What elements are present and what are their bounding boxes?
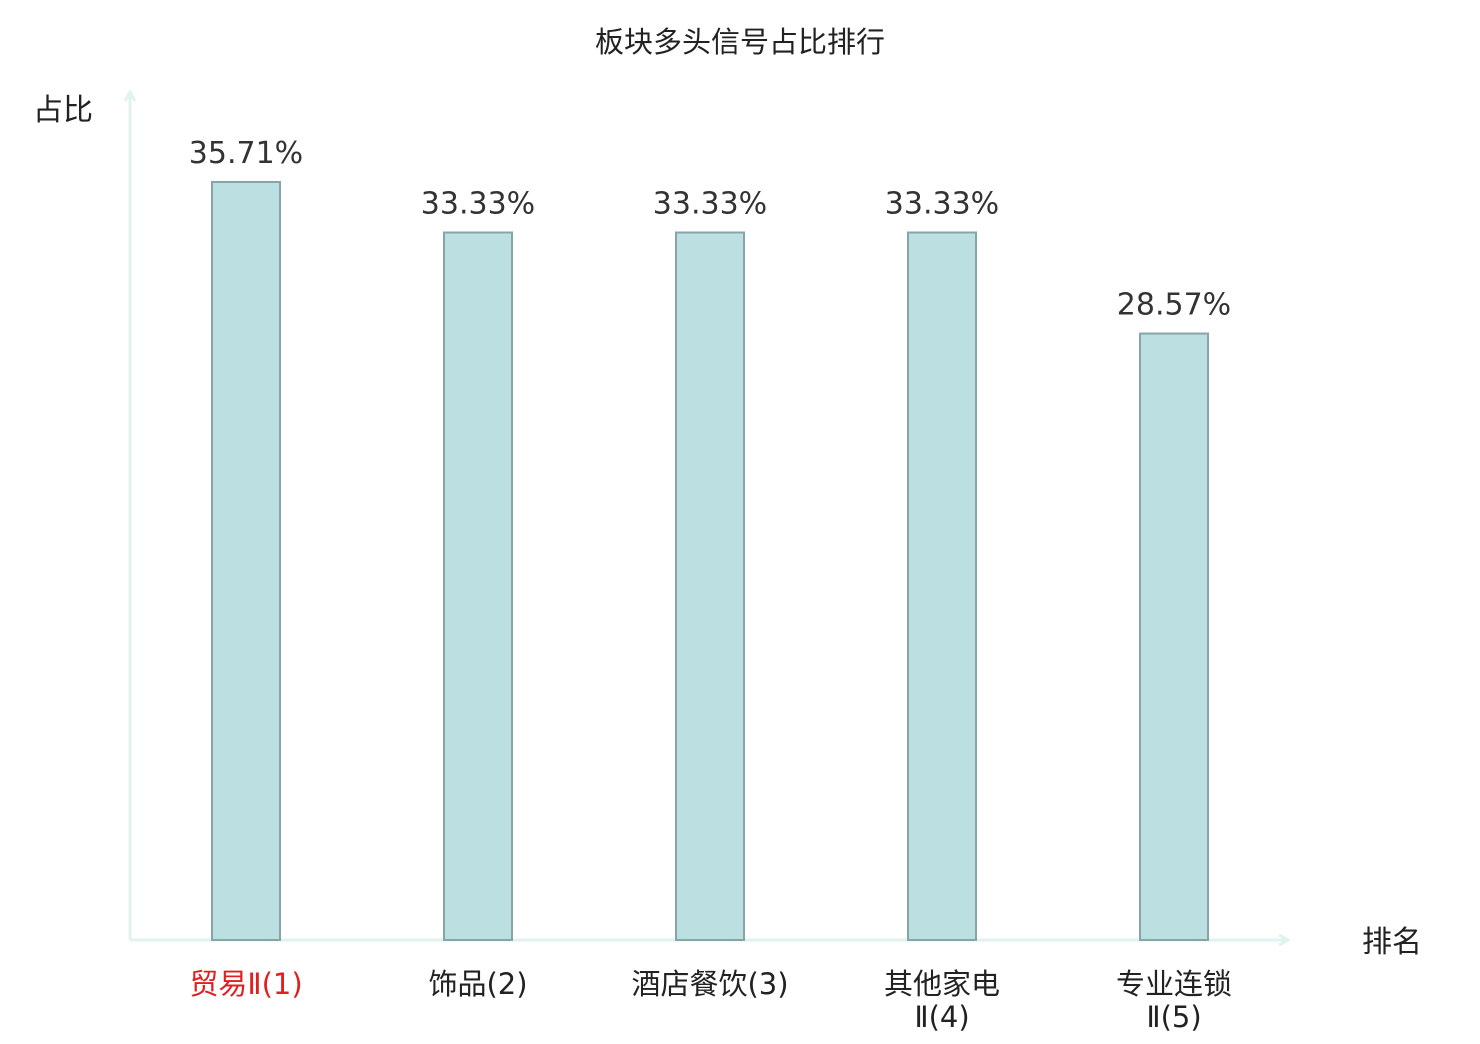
- value-label-5: 28.57%: [1117, 288, 1231, 323]
- value-label-1: 35.71%: [189, 136, 303, 171]
- value-label-2: 33.33%: [421, 187, 535, 222]
- value-labels: 35.71% 33.33% 33.33% 33.33% 28.57%: [189, 136, 1231, 323]
- bar-series: [211, 181, 1209, 942]
- category-label-3: 酒店餐饮(3): [631, 967, 788, 1001]
- bar-1: [211, 181, 281, 941]
- category-label-1: 贸易Ⅱ(1): [189, 967, 302, 1001]
- category-label-5-line-1: 专业连锁: [1116, 967, 1232, 1001]
- bar-2: [443, 231, 513, 942]
- category-label-5-line-2: Ⅱ(5): [1146, 1000, 1201, 1034]
- bar-5: [1139, 332, 1209, 941]
- category-label-2: 饰品(2): [428, 967, 527, 1001]
- value-label-3: 33.33%: [653, 187, 767, 222]
- x-axis-label: 排名: [1362, 925, 1422, 960]
- category-label-4-line-1: 其他家电: [884, 967, 1000, 1001]
- category-label-4-line-2: Ⅱ(4): [914, 1000, 969, 1034]
- value-label-4: 33.33%: [885, 187, 999, 222]
- y-axis-label: 占比: [33, 93, 93, 128]
- bar-3: [675, 231, 745, 942]
- chart-title: 板块多头信号占比排行: [595, 25, 885, 59]
- bar-4: [907, 231, 977, 942]
